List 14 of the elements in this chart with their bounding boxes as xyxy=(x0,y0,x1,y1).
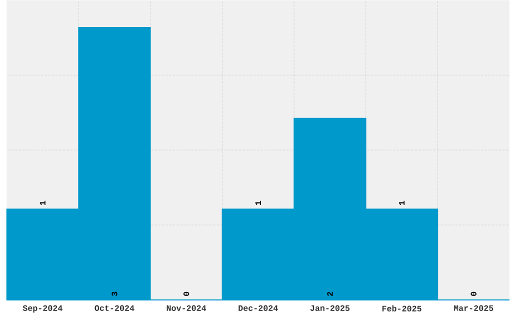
x-tick-label: Oct-2024 xyxy=(94,306,134,312)
data-label: 1 xyxy=(255,201,261,206)
data-label: 3 xyxy=(112,292,118,296)
x-tick-label: Mar-2025 xyxy=(454,306,494,312)
data-label: 0 xyxy=(470,292,476,296)
x-tick-label: Sep-2024 xyxy=(22,306,62,313)
x-tick-label: Nov-2024 xyxy=(166,306,206,312)
data-label: 0 xyxy=(183,292,190,296)
data-label: 2 xyxy=(327,292,333,296)
x-tick-label: Jan-2025 xyxy=(310,306,350,312)
data-label: 1 xyxy=(40,201,46,206)
x-tick-label: Feb-2025 xyxy=(382,306,422,312)
data-label: 1 xyxy=(399,201,405,206)
x-tick-label: Dec-2024 xyxy=(238,306,278,312)
